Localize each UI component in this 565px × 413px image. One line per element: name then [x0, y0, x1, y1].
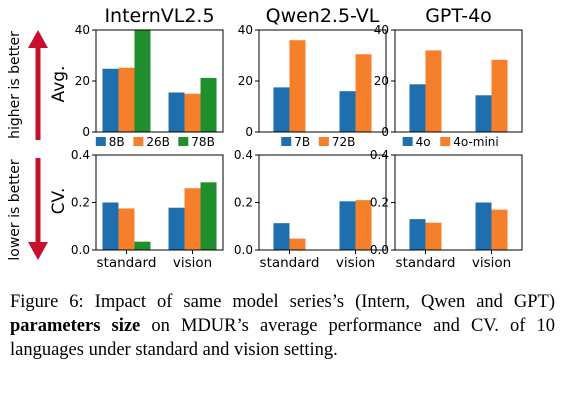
bar-78b-standard [134, 29, 151, 133]
y-tick-label: 0.0 [234, 243, 253, 257]
legend-label-72b: 72B [332, 135, 356, 149]
down-arrow-head [28, 242, 48, 260]
figure-caption: Figure 6: Impact of same model series’s … [10, 290, 555, 362]
y-tick-label: 0.4 [370, 148, 389, 162]
row-label-avg: Avg. [49, 66, 69, 103]
bar-8b-standard [102, 202, 119, 250]
legend: 4o 4o-mini [402, 135, 499, 149]
bar-72b-standard [289, 40, 306, 133]
x-tick-label: vision [472, 255, 511, 271]
legend-label-8b: 8B [109, 135, 125, 149]
legend-swatch-78b [178, 137, 189, 146]
bar-7b-standard [273, 223, 290, 250]
panel-cv-2: 0.0 0.2 0.4 standard vision [234, 148, 387, 271]
side-label-bottom: lower is better [7, 159, 23, 260]
panel-frame [258, 29, 387, 133]
bar-78b-vision [200, 182, 217, 250]
bar-8b-vision [168, 207, 185, 250]
chart-panels: InternVL2.5 0 20 40 8B 26B 78B Qwen2.5-VL 0 20 40 7… [71, 5, 523, 271]
y-tick-label: 0.4 [71, 148, 90, 162]
legend: 7B 72B [281, 135, 355, 149]
bar-4o-standard [409, 84, 426, 132]
x-tick-label: vision [173, 255, 212, 271]
legend: 8B 26B 78B [95, 135, 215, 149]
caption-bold: parameters size [10, 316, 141, 336]
bar-26b-standard [118, 208, 135, 250]
bar-7b-standard [273, 87, 290, 132]
y-tick-label: 0.2 [370, 196, 389, 210]
panel-cv-3: 0.0 0.2 0.4 standard vision [370, 148, 523, 271]
caption-suffix: on MDUR’s average performance and CV. of… [10, 316, 555, 360]
panel-frame [258, 154, 387, 251]
y-tick-label: 40 [238, 23, 253, 37]
panel-title: InternVL2.5 [104, 5, 214, 27]
bar-4o-mini-standard [425, 50, 442, 132]
y-tick-label: 40 [75, 23, 90, 37]
x-tick-label: vision [336, 255, 375, 271]
y-tick-label: 0.0 [370, 243, 389, 257]
y-tick-label: 0 [381, 125, 389, 139]
legend-label-4o: 4o [416, 135, 431, 149]
bar-7b-vision [339, 201, 356, 250]
bar-4o-standard [409, 219, 426, 250]
bar-4o-mini-standard [425, 222, 442, 250]
bar-78b-standard [134, 241, 151, 250]
bar-4o-vision [475, 202, 492, 250]
bar-7b-vision [339, 91, 356, 132]
panel-title: GPT-4o [425, 5, 492, 27]
y-tick-label: 0.2 [71, 196, 90, 210]
bar-8b-standard [102, 68, 119, 132]
bar-72b-vision [355, 200, 372, 250]
x-tick-label: standard [396, 255, 456, 271]
bar-4o-mini-vision [491, 59, 508, 132]
row-label-cv: CV. [49, 188, 69, 215]
panel-frame [394, 29, 523, 133]
legend-label-4o-mini: 4o-mini [453, 135, 499, 149]
panel-frame [394, 154, 523, 251]
figure: higher is better lower is better Avg. CV. I… [7, 5, 523, 271]
y-tick-label: 0 [82, 125, 90, 139]
y-tick-label: 0 [245, 125, 253, 139]
legend-label-7b: 7B [294, 135, 310, 149]
legend-swatch-7b [281, 137, 292, 146]
bar-26b-vision [184, 93, 201, 132]
up-arrow-head [28, 30, 48, 48]
bar-72b-vision [355, 54, 372, 132]
legend-swatch-8b [95, 137, 106, 146]
bar-26b-standard [118, 67, 135, 132]
legend-label-78b: 78B [191, 135, 215, 149]
panel-frame [95, 29, 224, 133]
panel-title: Qwen2.5-VL [266, 5, 380, 27]
bar-8b-vision [168, 92, 185, 132]
legend-swatch-26b [133, 137, 144, 146]
legend-swatch-72b [318, 137, 329, 146]
caption-prefix: Figure 6: Impact of same model series’s … [10, 292, 555, 312]
panel-cv-1: 0.0 0.2 0.4 standard vision [71, 148, 224, 271]
panel-frame [95, 154, 224, 251]
y-tick-label: 20 [75, 74, 90, 88]
x-tick-label: standard [97, 255, 157, 271]
legend-swatch-4o-mini [440, 137, 451, 146]
bar-4o-vision [475, 95, 492, 132]
bar-26b-vision [184, 188, 201, 250]
legend-swatch-4o [402, 137, 413, 146]
legend-label-26b: 26B [146, 135, 170, 149]
y-tick-label: 0.4 [234, 148, 253, 162]
bar-72b-standard [289, 238, 306, 250]
bar-78b-vision [200, 77, 217, 132]
panel-avg-1: InternVL2.5 0 20 40 8B 26B 78B [75, 5, 224, 149]
panel-avg-2: Qwen2.5-VL 0 20 40 7B 72B [238, 5, 387, 149]
y-tick-label: 0.0 [71, 243, 90, 257]
side-label-top: higher is better [7, 31, 23, 139]
y-tick-label: 40 [374, 23, 389, 37]
y-tick-label: 20 [238, 74, 253, 88]
panel-avg-3: GPT-4o 0 20 40 4o 4o-mini [374, 5, 523, 149]
y-tick-label: 20 [374, 74, 389, 88]
x-tick-label: standard [260, 255, 320, 271]
y-tick-label: 0.2 [234, 196, 253, 210]
side-annotations: higher is better lower is better Avg. CV. [7, 30, 69, 261]
bar-4o-mini-vision [491, 209, 508, 250]
